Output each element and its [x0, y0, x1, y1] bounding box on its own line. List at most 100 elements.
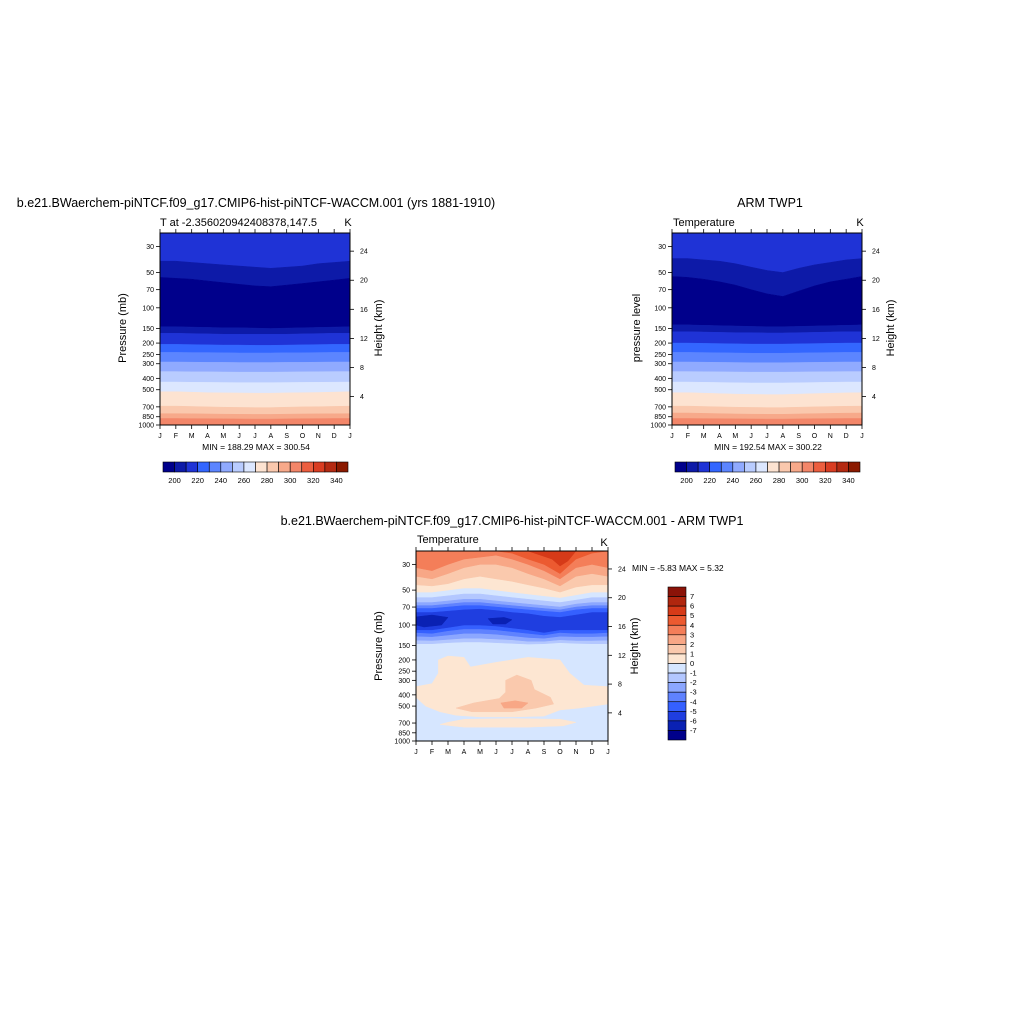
- contour-band: [671, 371, 863, 384]
- colorbar-label: 240: [215, 476, 228, 485]
- colorbar-label: 200: [168, 476, 181, 485]
- y-tick-label: 500: [142, 387, 154, 394]
- y2-tick-label: 16: [872, 307, 880, 314]
- y2-tick-label: 24: [360, 249, 368, 256]
- y-tick-label: 70: [658, 287, 666, 294]
- x-tick-label: M: [189, 433, 195, 440]
- colorbar-swatch: [720, 461, 734, 473]
- x-tick-label: J: [765, 433, 769, 440]
- colorbar-swatch: [767, 461, 780, 473]
- colorbar-label: -4: [690, 697, 697, 706]
- colorbar-swatch: [162, 461, 175, 473]
- x-tick-label: D: [589, 749, 594, 756]
- colorbar-swatch: [185, 461, 198, 473]
- colorbar-swatch: [667, 730, 687, 741]
- y-tick-label: 1000: [650, 423, 666, 430]
- x-tick-label: A: [205, 433, 210, 440]
- contour-band: [455, 674, 554, 713]
- panel-diff-subtitle: Temperature: [417, 534, 479, 546]
- colorbar-swatch: [667, 605, 687, 616]
- contour-band: [671, 342, 863, 354]
- y2-tick-label: 4: [360, 394, 364, 401]
- contour-band: [671, 381, 863, 395]
- panel-obs-subtitle: Temperature: [673, 217, 735, 229]
- y-tick-label: 400: [654, 376, 666, 383]
- y-tick-label: 1000: [394, 739, 410, 746]
- y-tick-label: 300: [398, 678, 410, 685]
- y-tick-label: 50: [658, 270, 666, 277]
- x-tick-label: S: [284, 433, 289, 440]
- panel-diff-ylabel-right: Height (km): [629, 618, 641, 675]
- y-tick-label: 250: [398, 669, 410, 676]
- colorbar-swatch: [667, 701, 687, 712]
- contour-band: [671, 352, 863, 363]
- panel-obs-title: ARM TWP1: [737, 196, 803, 210]
- colorbar-swatch: [790, 461, 803, 473]
- y-tick-label: 50: [146, 270, 154, 277]
- panel-diff-ylabel: Pressure (mb): [373, 611, 385, 681]
- colorbar-label: 200: [680, 476, 693, 485]
- colorbar-swatch: [232, 461, 245, 473]
- x-tick-label: S: [542, 749, 547, 756]
- x-tick-label: J: [253, 433, 257, 440]
- y-tick-label: 500: [398, 704, 410, 711]
- y-tick-label: 700: [398, 721, 410, 728]
- colorbar-swatch: [709, 461, 722, 473]
- colorbar-swatch: [667, 711, 687, 722]
- y2-tick-label: 20: [872, 278, 880, 285]
- y-tick-label: 850: [142, 414, 154, 421]
- y2-tick-label: 12: [618, 653, 626, 660]
- panel-model-units: K: [344, 217, 352, 229]
- contour-band: [159, 371, 351, 383]
- panel-obs: ARM TWP1 Temperature K J F M A M J J A S O N D J 30 50…: [631, 196, 897, 485]
- colorbar-swatch: [336, 461, 349, 473]
- colorbar-swatch: [208, 461, 222, 473]
- x-tick-label: M: [220, 433, 226, 440]
- y-tick-label: 300: [654, 361, 666, 368]
- colorbar-label: 1: [690, 649, 694, 658]
- panel-obs-stats: MIN = 192.54 MAX = 300.22: [714, 442, 822, 452]
- colorbar-label: 320: [819, 476, 832, 485]
- contour-band: [159, 418, 351, 426]
- x-tick-label: J: [606, 749, 610, 756]
- y2-tick-label: 8: [360, 365, 364, 372]
- panel-model-ylabel: Pressure (mb): [117, 293, 129, 363]
- colorbar-obs: 200 220 240 260 280 300 320 340: [674, 461, 861, 485]
- x-tick-label: M: [445, 749, 451, 756]
- y-tick-label: 400: [142, 376, 154, 383]
- x-tick-label: N: [828, 433, 833, 440]
- contour-band: [159, 413, 351, 420]
- y2-tick-label: 16: [618, 624, 626, 631]
- x-tick-label: O: [812, 433, 818, 440]
- y2-tick-label: 20: [360, 278, 368, 285]
- panel-diff-stats: MIN = -5.83 MAX = 5.32: [632, 563, 724, 573]
- colorbar-swatch: [667, 682, 687, 693]
- colorbar-label: 4: [690, 621, 694, 630]
- x-tick-label: D: [332, 433, 337, 440]
- colorbar-label: 0: [690, 659, 694, 668]
- colorbar-swatch: [667, 720, 687, 731]
- y-tick-label: 150: [142, 326, 154, 333]
- y-tick-label: 100: [398, 623, 410, 630]
- colorbar-swatch: [697, 461, 710, 473]
- colorbar-swatch: [667, 653, 687, 664]
- colorbar-swatch: [667, 615, 687, 626]
- y-tick-label: 300: [142, 361, 154, 368]
- contour-band: [671, 331, 863, 345]
- colorbar-label: 240: [727, 476, 740, 485]
- colorbar-swatch: [667, 634, 687, 645]
- y-tick-label: 70: [402, 605, 410, 612]
- y2-tick-label: 24: [618, 566, 626, 573]
- y2-tick-label: 12: [360, 336, 368, 343]
- contour-band: [159, 344, 351, 354]
- y-tick-label: 700: [142, 404, 154, 411]
- colorbar-swatch: [667, 596, 687, 607]
- panel-model: b.e21.BWaerchem-piNTCF.f09_g17.CMIP6-his…: [17, 196, 495, 485]
- x-tick-label: F: [430, 749, 434, 756]
- colorbar-label: 320: [307, 476, 320, 485]
- x-tick-label: M: [701, 433, 707, 440]
- contour-band: [487, 617, 513, 625]
- colorbar-swatch: [667, 672, 687, 683]
